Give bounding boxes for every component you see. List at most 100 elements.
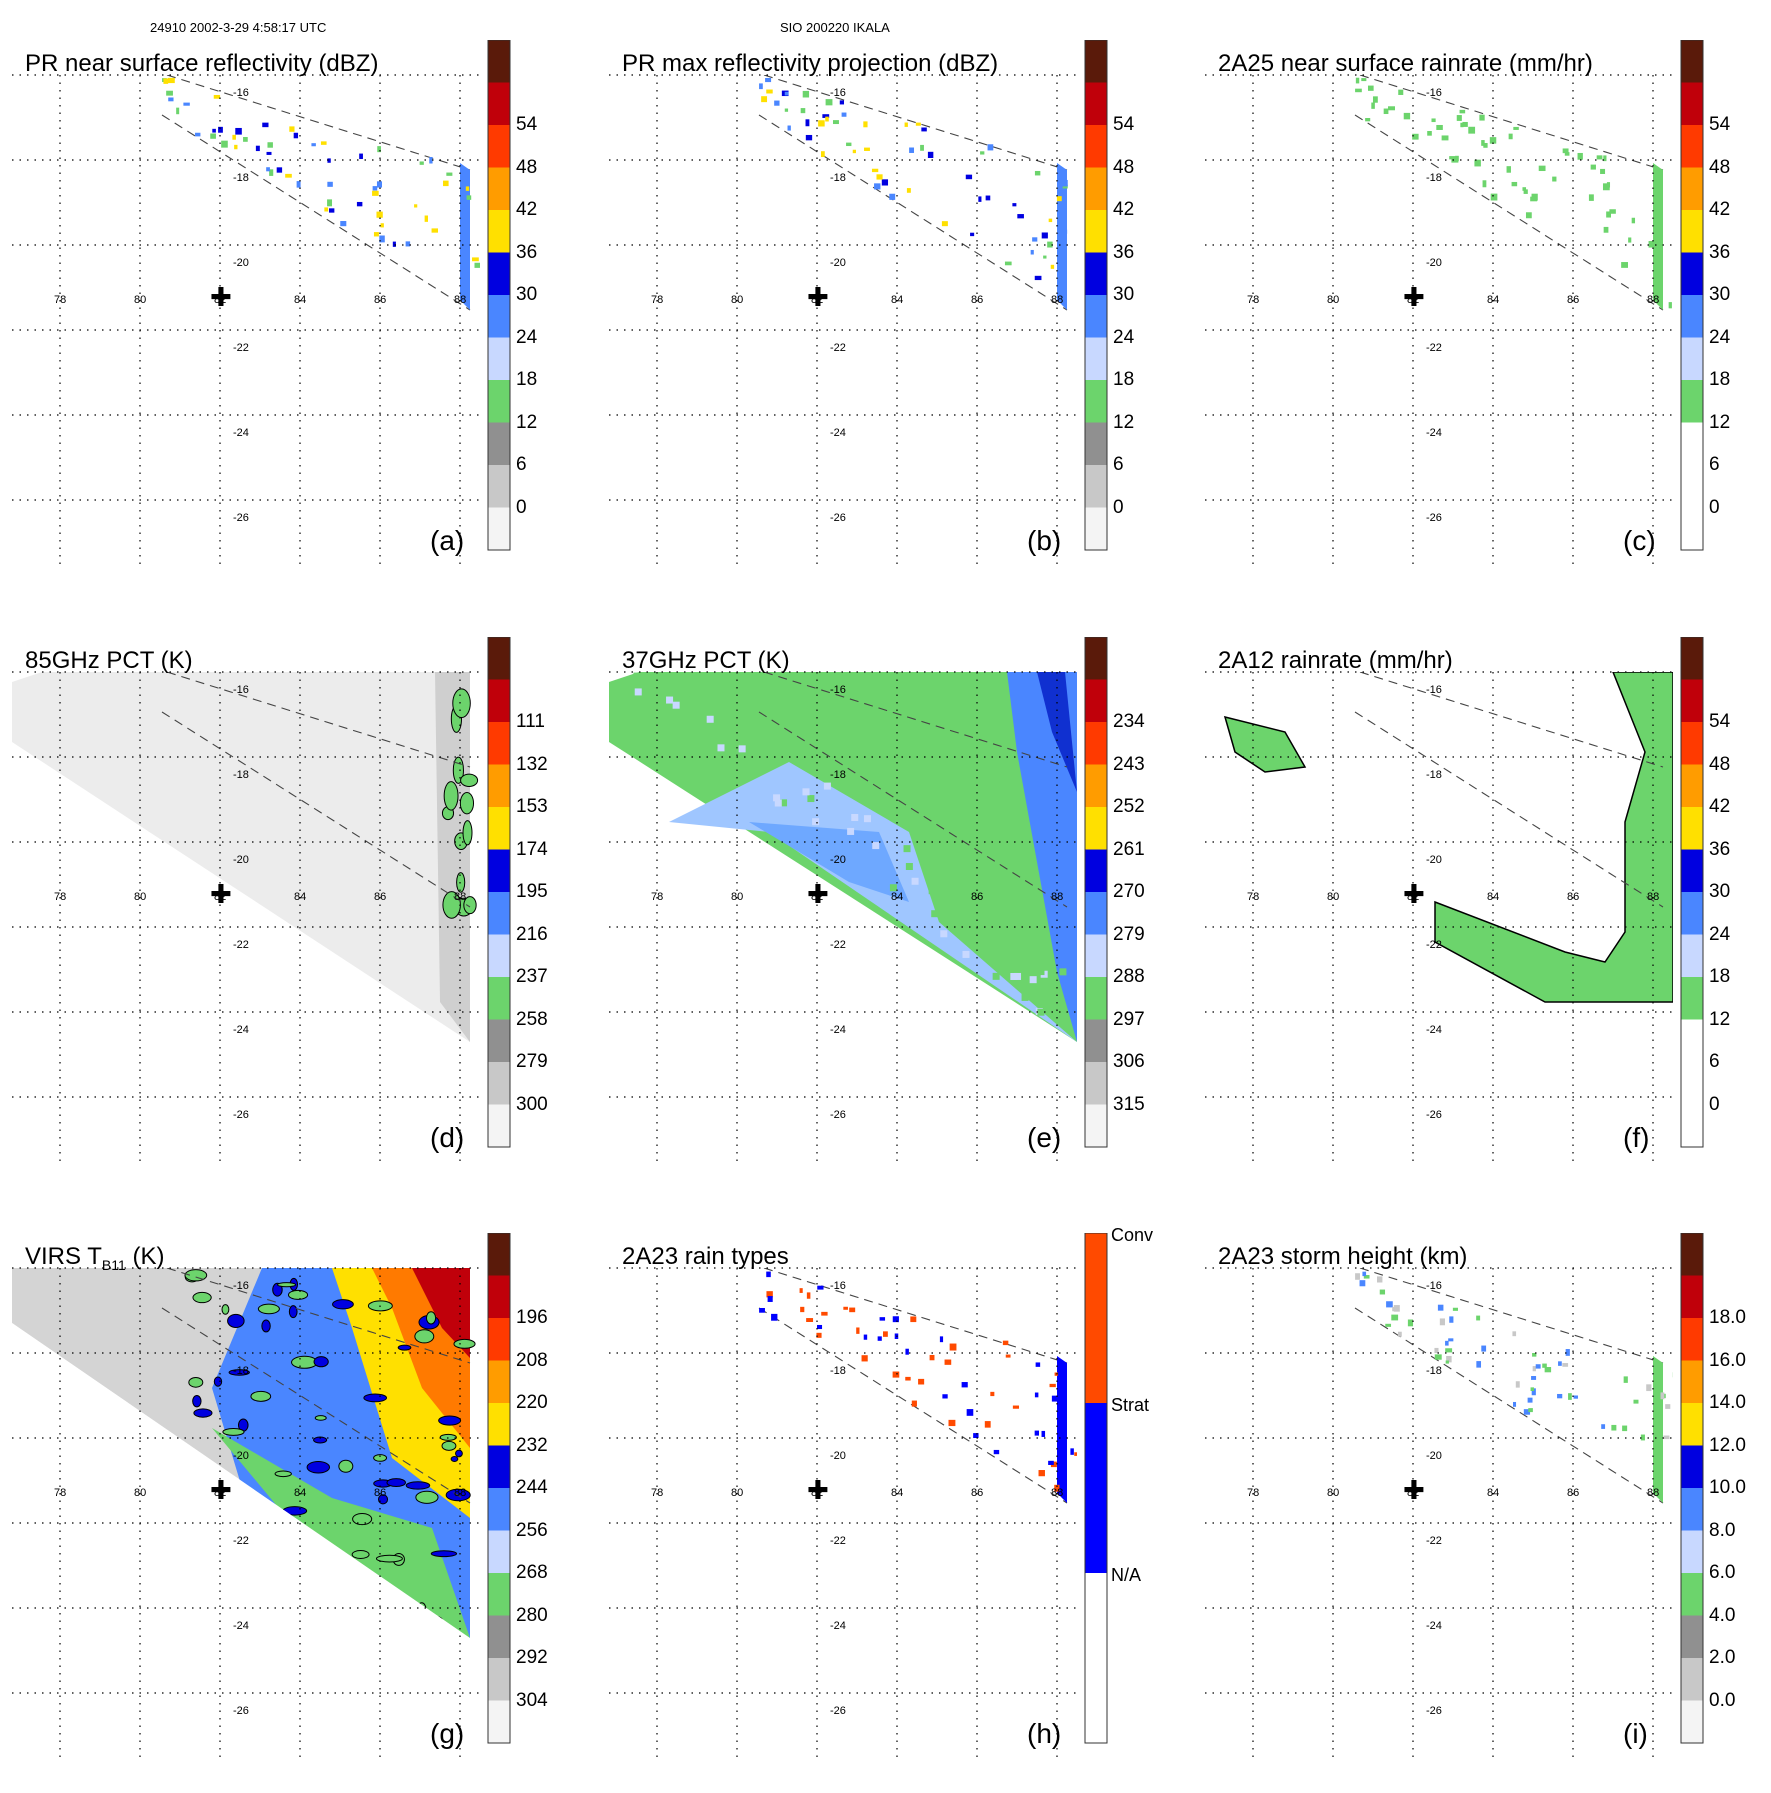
panel-title: 2A23 storm height (km) <box>1218 1243 1468 1270</box>
rain-pixel <box>905 1376 911 1381</box>
data-field-swath <box>1354 1268 1673 1504</box>
rain-pixel <box>944 1359 952 1365</box>
cloud-cell <box>397 1344 412 1351</box>
pr-swath-edge-north <box>763 1268 1068 1364</box>
lon-label: 88 <box>454 891 467 903</box>
colorbar-tick-label: 12.0 <box>1709 1434 1746 1456</box>
lat-label: -16 <box>1426 87 1442 99</box>
rain-pixel <box>324 207 329 212</box>
cloud-cell <box>227 1313 245 1328</box>
rain-pixel <box>805 134 813 141</box>
pr-swath-edge-south <box>1354 711 1664 908</box>
pixel-speckle <box>773 794 781 802</box>
panel-d: 78 80 82 84 86 88 -16 -18 -20 -22 -24 -26 ✚ 111 132 153… <box>0 637 580 1197</box>
colorbar-segment <box>1681 82 1703 125</box>
rain-pixel <box>1565 1349 1570 1356</box>
lon-label: 78 <box>54 1487 67 1499</box>
lat-label: -20 <box>1426 257 1442 269</box>
rain-pixel <box>805 119 810 127</box>
colorbar-segment <box>1681 40 1703 83</box>
rain-pixel <box>948 1419 956 1427</box>
rain-pixel <box>863 1334 868 1340</box>
rain-pixel <box>1059 1422 1065 1427</box>
lon-label: 78 <box>54 891 67 903</box>
rain-pixel <box>243 136 248 142</box>
colorbar-tick-label: 268 <box>516 1562 548 1583</box>
rain-pixel <box>466 195 472 200</box>
rain-pixel <box>414 204 418 208</box>
rain-pixel <box>1600 168 1606 174</box>
rain-pixel <box>876 174 883 180</box>
rain-pixel <box>377 146 381 153</box>
lat-label: -16 <box>1426 1280 1442 1292</box>
header-storm-id: SIO 200220 IKALA <box>780 20 890 35</box>
cloud-cell <box>314 1415 327 1421</box>
rain-pixel <box>987 144 994 151</box>
rain-pixel <box>984 1421 991 1428</box>
rain-pixel <box>163 78 169 84</box>
colorbar-segment <box>488 1318 510 1361</box>
rain-pixel <box>1365 118 1371 122</box>
pixel-speckle <box>863 815 871 823</box>
colorbar <box>487 637 511 1148</box>
colorbar-tick-label: 288 <box>1113 966 1145 987</box>
rain-pixel <box>1513 126 1519 130</box>
lon-label: 84 <box>891 1487 904 1499</box>
rain-pixel <box>892 1316 899 1323</box>
panel-title: 2A23 rain types <box>622 1243 789 1270</box>
colorbar-tick-label: 48 <box>1709 753 1731 775</box>
rain-pixel <box>1034 1430 1040 1436</box>
colorbar-tick-label: 0.0 <box>1709 1689 1736 1711</box>
rain-pixel <box>1070 1448 1074 1455</box>
pr-swath-edge-south <box>161 1307 471 1504</box>
colorbar-segment <box>488 1488 510 1531</box>
colorbar-segment <box>488 1233 510 1276</box>
colorbar-tick-label: 24 <box>1113 326 1135 348</box>
rain-band-east <box>1057 1356 1067 1503</box>
rain-pixel <box>1532 1352 1537 1357</box>
rain-pixel <box>766 1291 773 1298</box>
rain-pixel <box>821 1311 828 1316</box>
rain-cell <box>443 781 459 811</box>
panel-letter: (f) <box>1623 1122 1650 1153</box>
colorbar-segment <box>1085 295 1107 338</box>
colorbar-tick-label: 270 <box>1113 881 1145 902</box>
pr-swath-edge-south <box>758 114 1068 311</box>
colorbar-tick-label: 24 <box>1709 923 1731 945</box>
rain-pixel <box>1038 1470 1045 1477</box>
colorbar-tick-label: 6 <box>1113 454 1124 475</box>
lon-label: 82 <box>214 891 227 903</box>
colorbar-tick-label: 243 <box>1113 753 1145 775</box>
colorbar-tick-label: 36 <box>1709 241 1731 263</box>
lon-label: 82 <box>214 1487 227 1499</box>
lat-label: -22 <box>233 939 249 951</box>
rain-pixel <box>1434 1347 1439 1354</box>
rain-pixel <box>1061 179 1068 187</box>
cloud-cell <box>192 1291 212 1304</box>
rain-pixel <box>1407 1319 1414 1327</box>
lon-label: 88 <box>1051 891 1064 903</box>
rain-pixel <box>1398 89 1404 95</box>
rain-pixel <box>993 1449 1000 1455</box>
pixel-speckle <box>1037 968 1045 976</box>
rain-pixel <box>1646 1384 1652 1392</box>
rain-pixel <box>320 141 327 145</box>
rain-pixel <box>1391 1314 1399 1321</box>
rain-pixel <box>293 132 299 139</box>
rain-pixel <box>474 262 480 268</box>
lat-label: -24 <box>233 427 249 439</box>
colorbar-tick-label: 42 <box>516 199 538 220</box>
lat-label: -20 <box>1426 1450 1442 1462</box>
rain-pixel <box>1538 165 1546 172</box>
rain-pixel <box>802 90 810 98</box>
rain-pixel <box>1436 124 1443 130</box>
pixel-speckle <box>689 696 697 704</box>
rain-pixel <box>1564 152 1570 156</box>
cloud-cell <box>332 1299 354 1310</box>
rain-pixel <box>825 99 833 106</box>
panel-title: PR near surface reflectivity (dBZ) <box>25 50 379 77</box>
panel-i: 78 80 82 84 86 88 -16 -18 -20 -22 -24 -26 ✚ 18.0 16.0 1… <box>1193 1233 1771 1793</box>
rain-pixel <box>1476 1315 1481 1321</box>
lon-label: 84 <box>891 891 904 903</box>
colorbar <box>1680 40 1704 551</box>
